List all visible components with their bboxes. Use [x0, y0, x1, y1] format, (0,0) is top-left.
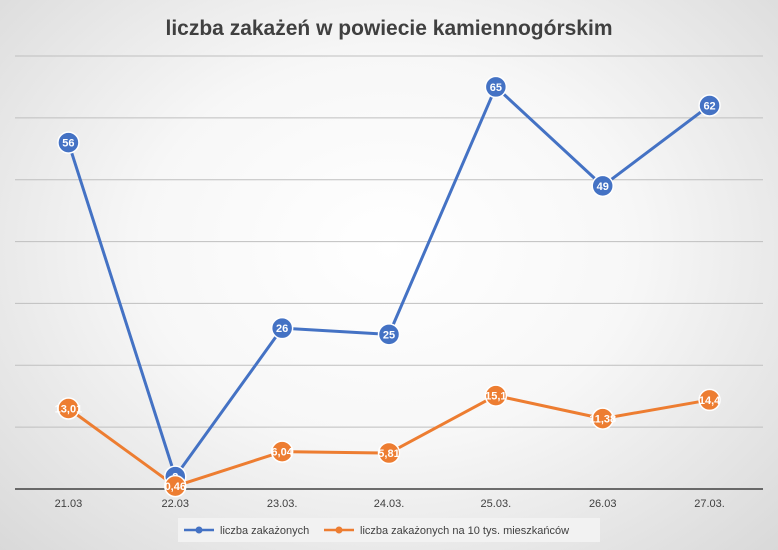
data-point: 15,1 [484, 384, 508, 407]
data-label: 13,01 [55, 404, 83, 416]
data-point: 26 [270, 316, 294, 340]
data-point: 6,04 [270, 440, 294, 463]
legend-label: liczba zakażonych na 10 tys. mieszkańców [360, 525, 569, 537]
x-tick-label: 22.03 [162, 498, 190, 510]
legend-label: liczba zakażonych [220, 525, 309, 537]
data-point-marker [484, 384, 508, 407]
data-label: 15,1 [485, 391, 506, 403]
data-label: 0,46 [165, 481, 186, 493]
x-tick-label: 24.03. [374, 498, 405, 510]
legend: liczba zakażonych liczba zakażonych na 10… [178, 518, 600, 542]
x-tick-label: 26.03 [589, 498, 617, 510]
data-point-marker [270, 316, 294, 340]
data-point: 56 [57, 131, 80, 154]
data-point-marker [164, 474, 187, 498]
data-point-marker [484, 75, 508, 99]
x-tick-label: 23.03. [267, 498, 298, 510]
data-point: 49 [591, 174, 614, 198]
x-tick-label: 27.03. [694, 498, 725, 510]
data-point: 25 [377, 323, 401, 346]
data-point-marker [591, 407, 614, 430]
data-label: 56 [62, 138, 74, 150]
data-point: 65 [484, 75, 508, 99]
data-point: 11,38 [589, 407, 616, 430]
data-point-marker [591, 174, 614, 198]
data-point: 5,81 [377, 441, 401, 465]
data-point-marker [377, 323, 401, 346]
data-label: 26 [276, 323, 288, 335]
data-label: 5,81 [378, 448, 399, 460]
data-point: 14,4 [698, 388, 721, 412]
legend-marker [335, 526, 343, 534]
x-tick-label: 21.03 [55, 498, 83, 510]
data-point-marker [270, 440, 294, 463]
data-label: 6,04 [271, 447, 293, 459]
data-point: 13,01 [55, 397, 83, 420]
legend-box [178, 518, 600, 542]
data-label: 65 [490, 82, 502, 94]
series-lines [66, 85, 711, 488]
series-markers: 562262565496213,010,466,045,8115,111,381… [55, 75, 721, 498]
data-label: 62 [703, 100, 715, 112]
legend-entry: liczba zakażonych [184, 525, 309, 537]
x-tick-label: 25.03. [481, 498, 512, 510]
x-axis-ticks: 21.03 22.03 23.03. 24.03. 25.03. 26.03 27.03. [55, 498, 725, 510]
data-label: 11,38 [589, 414, 616, 426]
data-point-marker [57, 131, 80, 154]
data-label: 49 [597, 181, 609, 193]
data-label: 25 [383, 329, 395, 341]
data-point-marker [698, 388, 721, 412]
legend-entry: liczba zakażonych na 10 tys. mieszkańców [324, 525, 569, 537]
gridlines [15, 55, 763, 428]
data-point: 62 [698, 94, 721, 117]
data-point-marker [698, 94, 721, 117]
data-point-marker [377, 441, 401, 465]
data-point: 0,46 [164, 474, 187, 498]
legend-marker [195, 526, 203, 534]
data-point-marker [57, 397, 80, 420]
data-label: 14,4 [699, 395, 721, 407]
chart-title: liczba zakażeń w powiecie kamiennogórski… [166, 17, 613, 40]
